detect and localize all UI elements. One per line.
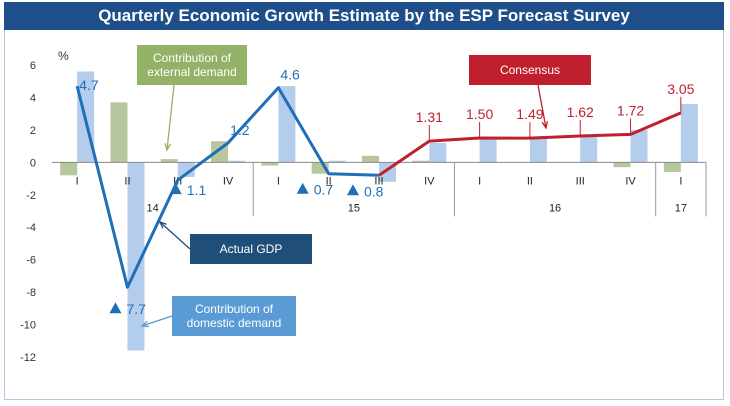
quarter-tick-label: IV	[424, 175, 435, 187]
callout-arrow-line	[141, 315, 173, 327]
quarter-tick-label: II	[527, 175, 533, 187]
y-tick-label: 6	[30, 60, 36, 72]
consensus-data-label: 1.49	[516, 106, 543, 122]
chart-frame	[4, 2, 724, 400]
actual-gdp-data-label: 7.7	[126, 301, 146, 317]
actual-gdp-data-label: 1.1	[187, 182, 207, 198]
callout-arrow-head	[541, 121, 549, 130]
domestic-demand-bar	[479, 138, 497, 163]
callout-arrow-head	[140, 320, 150, 328]
actual-gdp-data-label: 4.6	[280, 67, 300, 83]
y-tick-label: 0	[30, 157, 36, 169]
actual-gdp-data-label: 0.8	[364, 183, 384, 199]
actual-gdp-data-label: 4.7	[79, 77, 99, 93]
callout-box	[172, 296, 296, 336]
y-tick-label: -10	[20, 320, 36, 332]
callout-label: external demand	[147, 65, 236, 79]
external-demand-bar	[311, 162, 329, 174]
external-demand-bar	[663, 162, 681, 173]
actual-gdp-line	[75, 85, 380, 289]
y-tick-label: -6	[26, 255, 36, 267]
quarter-tick-label: IV	[223, 175, 234, 187]
quarter-tick-label: I	[679, 175, 682, 187]
quarter-tick-label: II	[124, 175, 130, 187]
domestic-demand-bar	[328, 160, 346, 163]
external-demand-bar	[110, 102, 128, 163]
y-tick-label: 4	[30, 92, 36, 104]
external-demand-bar	[362, 155, 379, 163]
quarter-tick-label: IV	[625, 175, 636, 187]
callout-box	[469, 55, 591, 85]
consensus-data-label: 1.72	[617, 102, 644, 118]
external-demand-bar	[60, 162, 78, 176]
callout-arrow-line	[537, 84, 547, 129]
domestic-demand-bar	[228, 160, 246, 163]
external-demand-bar	[261, 162, 279, 166]
actual-gdp-triangle-marker	[109, 302, 122, 314]
domestic-demand-bar	[177, 162, 195, 177]
actual-gdp-data-label: 0.7	[314, 182, 334, 198]
y-tick-label: 2	[30, 125, 36, 137]
domestic-demand-bar	[680, 103, 698, 163]
actual-gdp-triangle-marker	[169, 183, 182, 195]
year-tick-label: 15	[348, 202, 360, 214]
actual-gdp-triangle-marker	[347, 184, 359, 196]
domestic-demand-bar	[630, 129, 648, 163]
callout-label: domestic demand	[187, 316, 282, 330]
domestic-demand-bar	[278, 86, 296, 163]
quarter-tick-label: III	[576, 175, 585, 187]
y-axis-unit-label: %	[58, 49, 69, 63]
year-tick-label: 17	[675, 202, 687, 214]
y-tick-label: -2	[26, 190, 36, 202]
domestic-demand-bar	[127, 162, 145, 351]
quarter-tick-label: I	[76, 175, 79, 187]
domestic-demand-bar	[429, 142, 447, 163]
callout-box	[137, 45, 247, 85]
domestic-demand-bar	[580, 136, 598, 163]
external-demand-bar	[412, 160, 430, 163]
callout-label: Actual GDP	[220, 242, 283, 256]
callout-label: Consensus	[500, 63, 560, 77]
callout-box	[190, 234, 312, 264]
consensus-data-label: 1.62	[567, 104, 594, 120]
y-tick-label: -4	[26, 222, 36, 234]
quarter-tick-label: I	[277, 175, 280, 187]
callout-arrow-head	[164, 143, 171, 152]
consensus-data-label: 1.31	[416, 109, 443, 125]
quarter-tick-label: III	[374, 175, 383, 187]
quarter-tick-label: II	[326, 175, 332, 187]
year-tick-label: 16	[549, 202, 561, 214]
callout-arrow-line	[166, 84, 175, 151]
callout-arrow-head	[158, 220, 167, 229]
callout-label: Contribution of	[153, 51, 232, 65]
callout-label: Contribution of	[195, 302, 274, 316]
external-demand-bar	[160, 159, 178, 163]
consensus-data-label: 3.05	[667, 81, 694, 97]
quarter-tick-label: I	[478, 175, 481, 187]
consensus-data-label: 1.50	[466, 106, 493, 122]
external-demand-bar	[613, 162, 631, 168]
actual-gdp-triangle-marker	[296, 182, 309, 194]
chart-title: Quarterly Economic Growth Estimate by th…	[4, 2, 724, 30]
y-tick-label: -8	[26, 287, 36, 299]
year-tick-label: 14	[146, 202, 158, 214]
actual-gdp-data-label: 1.2	[230, 122, 250, 138]
y-tick-label: -12	[20, 352, 36, 364]
domestic-demand-bar	[529, 138, 547, 163]
callout-arrow-line	[159, 221, 191, 250]
